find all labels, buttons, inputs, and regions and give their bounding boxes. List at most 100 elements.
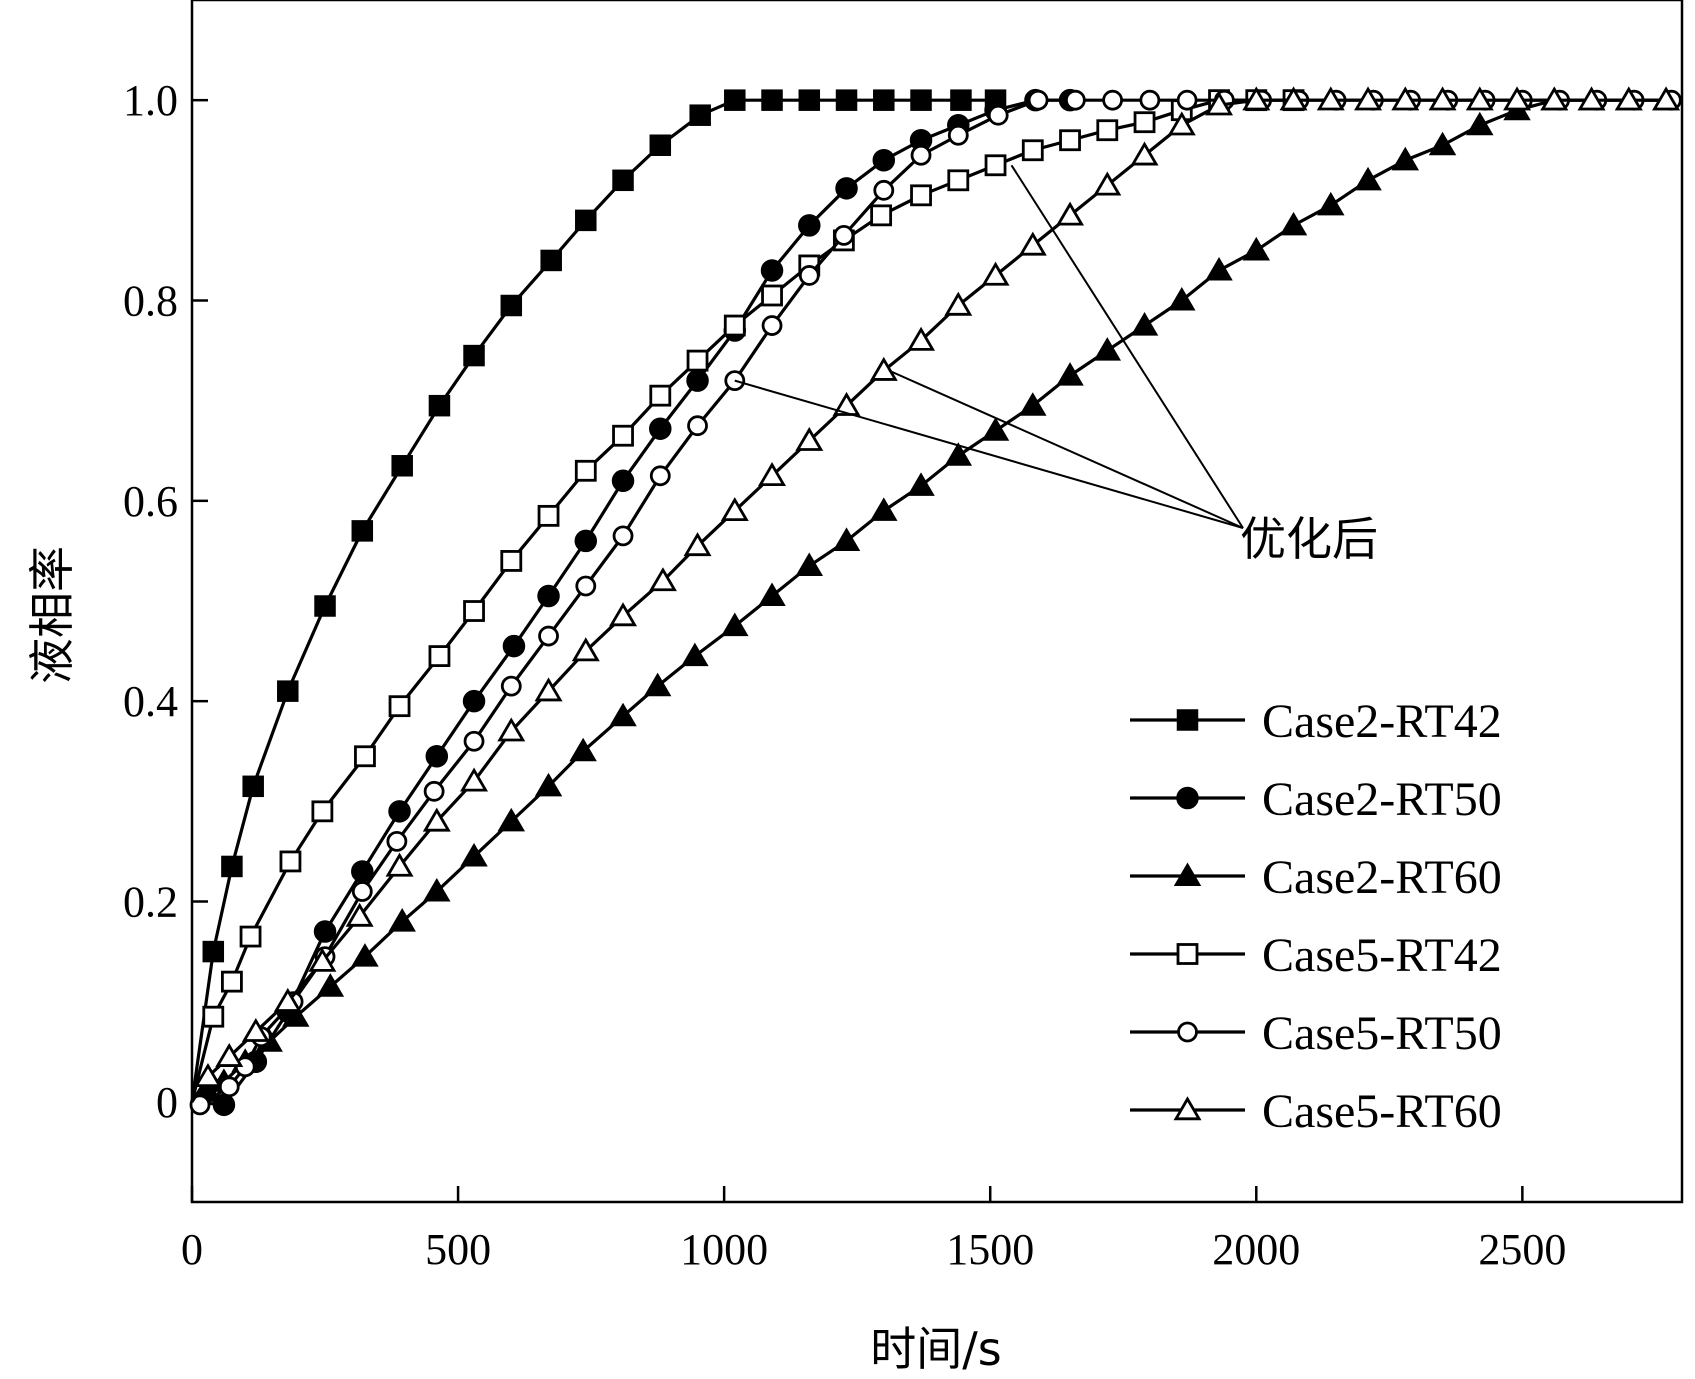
series-layer — [189, 86, 1682, 1117]
data-point — [1056, 201, 1085, 226]
data-point — [832, 391, 861, 416]
legend-label: Case2-RT42 — [1262, 695, 1502, 748]
data-point — [241, 1017, 270, 1042]
data-point — [423, 780, 445, 802]
data-point — [218, 1076, 240, 1098]
data-point — [649, 417, 672, 440]
data-point — [832, 527, 861, 551]
annotation-label: 优化后 — [1240, 512, 1378, 566]
data-point — [1428, 86, 1457, 111]
data-point — [1056, 362, 1084, 386]
data-point — [612, 525, 634, 547]
y-axis-title: 液相率 — [25, 546, 79, 684]
data-point — [721, 612, 749, 637]
legend-label: Case5-RT50 — [1262, 1007, 1502, 1060]
data-point — [497, 807, 526, 832]
data-point — [423, 878, 451, 902]
data-point — [835, 89, 858, 111]
data-point — [1354, 86, 1383, 111]
data-point — [428, 645, 451, 667]
data-point — [215, 1042, 244, 1067]
data-point — [981, 261, 1010, 286]
data-point — [872, 149, 896, 172]
data-point — [189, 1094, 211, 1116]
data-point — [873, 89, 895, 111]
data-point — [202, 940, 225, 963]
data-point — [422, 807, 451, 832]
data-point — [681, 642, 709, 667]
data-point — [761, 315, 783, 336]
x-tick-label: 500 — [425, 1225, 491, 1274]
data-point — [540, 249, 562, 272]
legend-marker — [1173, 1096, 1202, 1121]
data-point — [538, 625, 559, 647]
data-point — [795, 426, 824, 451]
data-point — [460, 842, 488, 867]
data-point — [282, 1003, 310, 1027]
series-Case5-RT42 — [190, 89, 1305, 1103]
data-point — [425, 745, 449, 768]
data-point — [575, 209, 597, 232]
data-point — [316, 973, 345, 997]
legend-marker — [1176, 943, 1199, 965]
data-point — [1614, 86, 1643, 111]
data-point — [720, 497, 749, 522]
data-point — [1021, 139, 1044, 162]
data-point — [609, 602, 638, 627]
y-tick-label: 0.6 — [123, 477, 178, 526]
legend-marker — [1173, 862, 1202, 887]
legend: Case2-RT42 Case2-RT50 Case2-RT60 Case5-RT42… — [1130, 695, 1502, 1138]
data-point — [500, 675, 522, 697]
data-point — [308, 947, 337, 972]
data-point — [391, 455, 413, 477]
legend-item: Case2-RT50 — [1130, 773, 1502, 826]
legend-label: Case5-RT42 — [1262, 929, 1502, 982]
data-point — [1176, 89, 1198, 111]
data-point — [689, 104, 711, 126]
data-point — [643, 672, 672, 697]
data-point — [537, 584, 560, 608]
data-point — [351, 881, 373, 902]
data-point — [798, 214, 821, 237]
data-point — [950, 89, 972, 111]
data-point — [1133, 111, 1156, 134]
legend-item: Case2-RT60 — [1130, 851, 1502, 904]
data-point — [1391, 86, 1420, 111]
data-point — [1139, 89, 1161, 111]
data-point — [984, 154, 1007, 177]
x-axis-title: 时间/s — [870, 1322, 1001, 1376]
data-point — [1102, 89, 1124, 111]
data-point — [1466, 111, 1494, 136]
x-axis-ticks: 0 500 1000 1500 2000 2500 — [181, 1186, 1566, 1274]
data-point — [761, 284, 783, 307]
annotation-leader-line — [1010, 164, 1244, 529]
data-point — [534, 677, 563, 702]
data-point — [463, 600, 485, 622]
plot-frame — [190, 0, 1684, 1204]
data-point — [534, 772, 563, 797]
data-point — [907, 326, 936, 351]
data-point — [1354, 166, 1382, 191]
data-point — [1465, 86, 1494, 111]
data-point — [987, 104, 1009, 126]
data-point — [1577, 86, 1606, 111]
data-point — [460, 767, 489, 792]
data-point — [648, 567, 677, 592]
data-point — [687, 415, 708, 437]
data-point — [1205, 91, 1234, 116]
data-point — [193, 1063, 222, 1087]
data-point — [758, 582, 786, 607]
data-point — [649, 465, 671, 487]
data-point — [497, 717, 526, 742]
data-point — [386, 831, 408, 852]
data-point — [758, 462, 787, 486]
x-tick-label: 1500 — [946, 1225, 1034, 1274]
data-point — [724, 89, 746, 111]
data-point — [795, 552, 824, 576]
data-point — [345, 902, 374, 927]
data-point — [910, 184, 932, 207]
data-point — [612, 169, 634, 192]
data-point — [1064, 89, 1086, 111]
legend-marker — [1177, 1021, 1198, 1043]
data-point — [1503, 86, 1532, 111]
